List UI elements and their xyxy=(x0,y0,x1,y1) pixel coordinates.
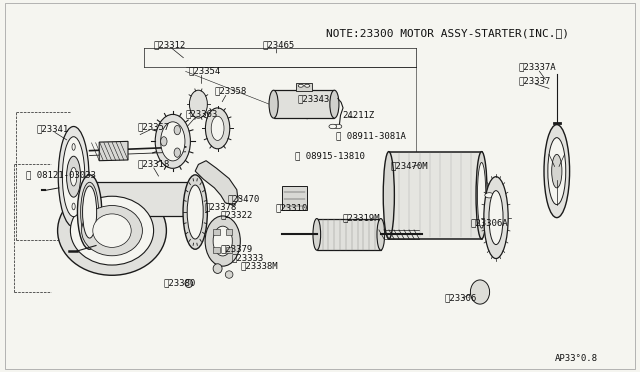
Ellipse shape xyxy=(476,152,487,239)
Ellipse shape xyxy=(72,144,76,150)
Ellipse shape xyxy=(269,90,278,118)
Text: 24211Z: 24211Z xyxy=(342,111,374,120)
Text: ※23319M: ※23319M xyxy=(343,213,380,222)
Ellipse shape xyxy=(477,163,486,228)
Circle shape xyxy=(334,124,342,129)
Text: ※23310: ※23310 xyxy=(275,204,307,213)
Ellipse shape xyxy=(161,122,185,161)
Bar xyxy=(90,182,195,216)
Bar xyxy=(226,230,232,235)
Ellipse shape xyxy=(313,219,321,250)
Polygon shape xyxy=(99,141,128,161)
Ellipse shape xyxy=(63,137,85,217)
Ellipse shape xyxy=(544,125,570,218)
Bar xyxy=(213,230,220,235)
Text: ※23358: ※23358 xyxy=(214,87,246,96)
Text: ※23333: ※23333 xyxy=(232,253,264,262)
Ellipse shape xyxy=(174,148,180,157)
Ellipse shape xyxy=(548,138,566,205)
Text: Ⓝ 08915-13810: Ⓝ 08915-13810 xyxy=(294,152,365,161)
Ellipse shape xyxy=(67,156,81,197)
Text: ※23337: ※23337 xyxy=(518,77,550,86)
Text: ※23465: ※23465 xyxy=(262,40,294,49)
Ellipse shape xyxy=(213,226,232,256)
Text: ※23379: ※23379 xyxy=(221,245,253,254)
Text: ※23337A: ※23337A xyxy=(519,62,556,71)
Ellipse shape xyxy=(189,90,207,118)
Circle shape xyxy=(329,124,337,129)
Bar xyxy=(389,152,482,239)
Ellipse shape xyxy=(70,167,77,186)
Ellipse shape xyxy=(205,108,230,149)
Text: Ⓝ 08911-3081A: Ⓝ 08911-3081A xyxy=(336,131,406,140)
Ellipse shape xyxy=(174,125,180,135)
Text: ※23322: ※23322 xyxy=(221,211,253,219)
Ellipse shape xyxy=(83,186,97,238)
Ellipse shape xyxy=(58,126,89,227)
Ellipse shape xyxy=(72,203,76,210)
Text: ※23363: ※23363 xyxy=(186,109,218,118)
Circle shape xyxy=(298,84,303,87)
Text: ※23338M: ※23338M xyxy=(241,262,278,270)
Bar xyxy=(317,219,381,250)
Ellipse shape xyxy=(470,280,490,304)
Ellipse shape xyxy=(81,182,99,242)
Text: ※23306: ※23306 xyxy=(445,293,477,302)
Ellipse shape xyxy=(225,271,233,278)
Ellipse shape xyxy=(383,152,394,239)
Text: ※23380: ※23380 xyxy=(163,278,195,287)
Text: ※23341: ※23341 xyxy=(36,124,68,133)
Bar xyxy=(226,247,232,253)
Text: ※23354: ※23354 xyxy=(189,66,221,75)
Ellipse shape xyxy=(156,115,191,168)
Ellipse shape xyxy=(161,137,167,146)
Ellipse shape xyxy=(484,177,508,259)
Ellipse shape xyxy=(213,264,222,273)
Text: ※23306A: ※23306A xyxy=(471,219,508,228)
Circle shape xyxy=(485,193,494,198)
Bar xyxy=(213,247,220,253)
Text: ※23357: ※23357 xyxy=(138,122,170,131)
Ellipse shape xyxy=(187,185,204,239)
Text: ※23470M: ※23470M xyxy=(391,161,428,170)
Ellipse shape xyxy=(552,154,562,188)
Ellipse shape xyxy=(489,191,503,245)
Ellipse shape xyxy=(82,205,143,256)
Bar xyxy=(296,83,312,91)
Bar xyxy=(282,186,307,210)
Polygon shape xyxy=(195,161,238,205)
Bar xyxy=(274,90,334,118)
Ellipse shape xyxy=(77,175,102,249)
Ellipse shape xyxy=(330,90,339,118)
Text: Ⓑ 08121-03033: Ⓑ 08121-03033 xyxy=(26,170,96,179)
Ellipse shape xyxy=(185,279,193,288)
Ellipse shape xyxy=(58,186,166,275)
Ellipse shape xyxy=(377,219,385,250)
Text: ※23318: ※23318 xyxy=(138,159,170,168)
Text: ※23470: ※23470 xyxy=(227,195,259,203)
Ellipse shape xyxy=(183,175,207,249)
Ellipse shape xyxy=(93,214,131,247)
Ellipse shape xyxy=(211,116,224,141)
Text: ※23312: ※23312 xyxy=(154,40,186,49)
Text: ※23343: ※23343 xyxy=(298,94,330,103)
Text: NOTE:23300 MOTOR ASSY-STARTER(INC.※): NOTE:23300 MOTOR ASSY-STARTER(INC.※) xyxy=(326,29,570,38)
Text: ※23378: ※23378 xyxy=(205,202,237,211)
Ellipse shape xyxy=(70,196,154,265)
Text: AP33°0.8: AP33°0.8 xyxy=(554,355,598,363)
Ellipse shape xyxy=(205,216,240,266)
Circle shape xyxy=(305,84,310,87)
